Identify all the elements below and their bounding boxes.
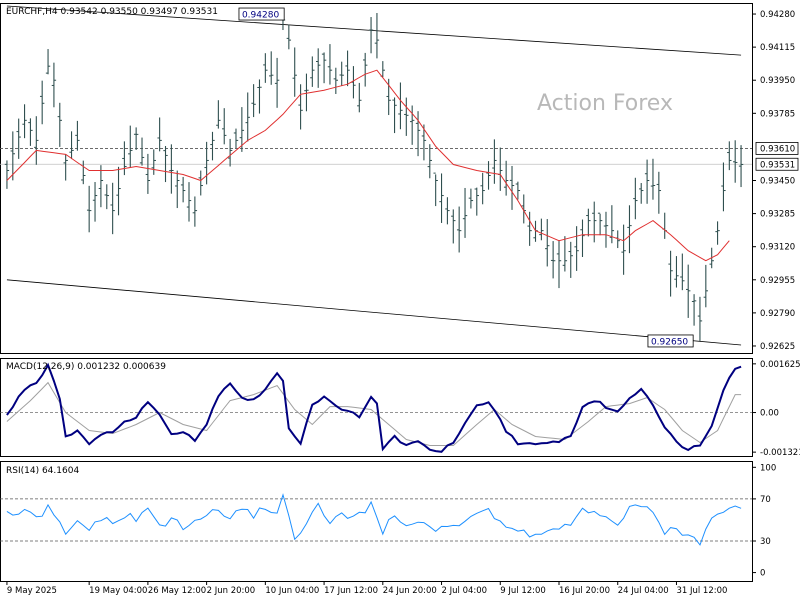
price-y-tick-label: 0.93450 <box>760 177 795 187</box>
current-price-label: 0.93531 <box>760 160 795 170</box>
low-label-box <box>647 334 694 348</box>
current-price-label-box <box>755 157 799 171</box>
macd-panel-frame <box>0 358 753 457</box>
x-axis-label: 17 Jun 12:00 <box>324 586 378 596</box>
price-y-tick-label: 0.92625 <box>760 342 795 352</box>
rsi-header: RSI(14) 64.1604 <box>6 466 79 476</box>
x-axis-label: 31 Jul 12:00 <box>676 586 727 596</box>
price-y-tick-label: 0.93285 <box>760 210 795 220</box>
x-axis-label: 2 Jul 04:00 <box>442 586 488 596</box>
watermark: Action Forex <box>537 91 673 116</box>
moving-average-line <box>6 69 730 262</box>
price-y-tick-label: 0.94280 <box>760 10 795 20</box>
price-y-tick-label: 0.93120 <box>760 243 795 253</box>
rsi-line <box>6 493 742 546</box>
high-label-box <box>238 7 285 21</box>
macd-y-tick-label: 0.00 <box>760 409 779 419</box>
price-panel-frame <box>0 3 753 354</box>
rsi-y-tick-label: 100 <box>760 463 776 473</box>
channel-lower-line <box>6 279 742 346</box>
price-y-tick-label: 0.93785 <box>760 109 795 119</box>
price-y-tick-label: 0.92790 <box>760 309 795 319</box>
price-y-tick-label: 0.93950 <box>760 76 795 86</box>
price-header: EURCHF,H4 0.93542 0.93550 0.93497 0.9353… <box>6 7 218 17</box>
x-axis-label: 24 Jun 20:00 <box>383 586 437 596</box>
resistance-label-box <box>755 142 799 155</box>
macd-line <box>6 362 742 453</box>
x-axis-label: 2 Jun 20:00 <box>207 586 256 596</box>
rsi-y-tick-label: 70 <box>760 495 771 505</box>
x-axis-label: 19 May 04:00 <box>89 586 147 596</box>
x-axis-label: 9 Jul 12:00 <box>500 586 546 596</box>
resistance-label: 0.93610 <box>760 144 795 154</box>
macd-signal-line <box>6 381 742 446</box>
low-label: 0.92650 <box>651 337 688 347</box>
x-axis-label: 24 Jul 04:00 <box>618 586 669 596</box>
channel-upper-line <box>6 5 742 56</box>
x-axis-label: 16 Jul 20:00 <box>559 586 610 596</box>
price-y-tick-label: 0.94115 <box>760 43 795 53</box>
x-axis-label: 10 Jun 04:00 <box>265 586 319 596</box>
rsi-panel-frame <box>0 461 753 582</box>
macd-y-tick-label: -0.001321 <box>760 448 800 458</box>
high-label: 0.94280 <box>242 11 279 21</box>
rsi-y-tick-label: 30 <box>760 537 771 547</box>
macd-y-tick-label: 0.001625 <box>760 360 800 370</box>
rsi-y-tick-label: 0 <box>760 569 765 579</box>
macd-header: MACD(12,26,9) 0.001232 0.000639 <box>6 362 166 372</box>
price-y-tick-label: 0.92955 <box>760 276 795 286</box>
x-axis-label: 9 May 2025 <box>7 586 57 596</box>
x-axis-label: 26 May 12:00 <box>148 586 206 596</box>
